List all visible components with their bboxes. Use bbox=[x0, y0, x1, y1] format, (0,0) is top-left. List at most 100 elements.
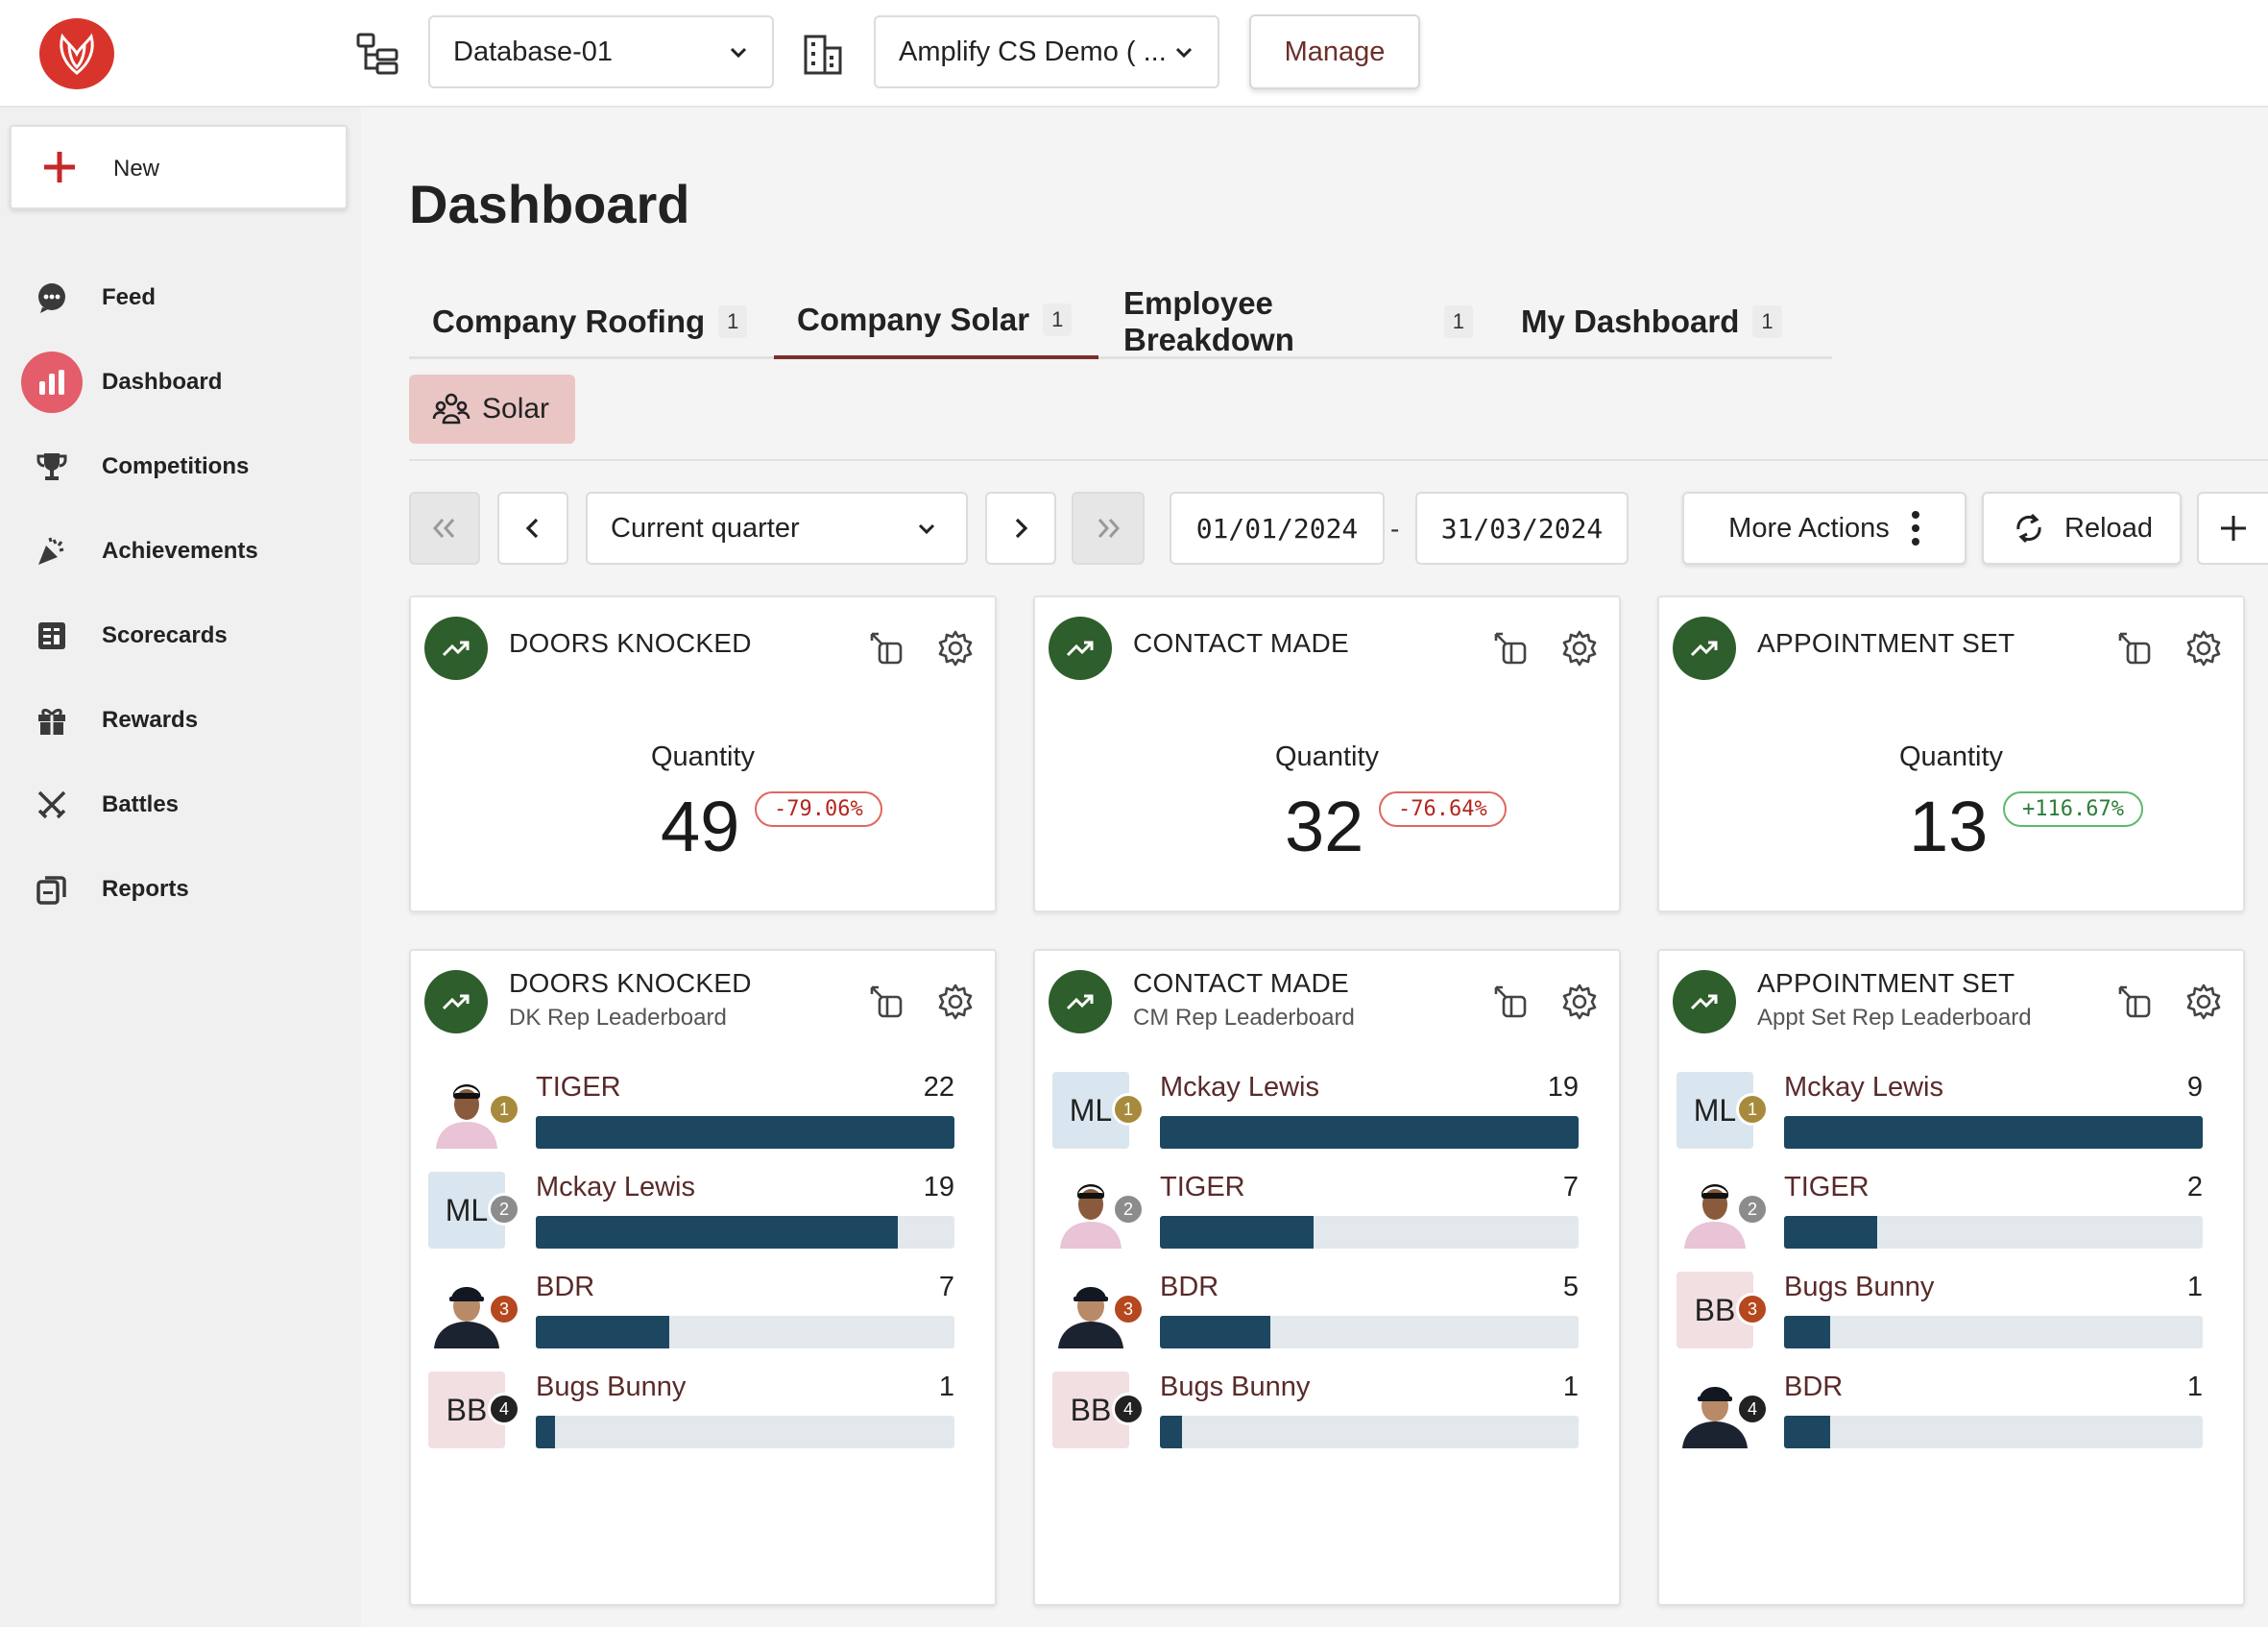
date-range-separator: - bbox=[1390, 514, 1400, 544]
reload-label: Reload bbox=[2064, 512, 2153, 544]
leaderboard-row[interactable]: ML 2 Mckay Lewis 19 bbox=[428, 1168, 976, 1254]
leaderboard-card-contact-made[interactable]: CONTACT MADE CM Rep Leaderboard ML 1 Mckay… bbox=[1033, 949, 1621, 1606]
hierarchy-icon[interactable] bbox=[354, 31, 400, 77]
drilldown-icon[interactable] bbox=[1490, 982, 1531, 1022]
rank-badge: 3 bbox=[488, 1293, 520, 1325]
sidebar-item-reports[interactable]: Reports bbox=[21, 859, 348, 920]
leaderboard-card-doors-knocked[interactable]: DOORS KNOCKED DK Rep Leaderboard 1 TIGER 2… bbox=[409, 949, 997, 1606]
leaderboard-row[interactable]: BB 3 Bugs Bunny 1 bbox=[1677, 1268, 2224, 1354]
leaderboard-row[interactable]: 3 BDR 7 bbox=[428, 1268, 976, 1354]
chevron-left-icon bbox=[525, 518, 539, 539]
drilldown-icon[interactable] bbox=[1490, 628, 1531, 668]
leaderboard-row[interactable]: 1 TIGER 22 bbox=[428, 1068, 976, 1154]
rank-badge: 4 bbox=[1736, 1393, 1769, 1425]
rank-badge: 1 bbox=[1736, 1093, 1769, 1126]
leaderboard-row[interactable]: ML 1 Mckay Lewis 19 bbox=[1052, 1068, 1600, 1154]
period-select[interactable]: Current quarter bbox=[586, 492, 968, 565]
sidebar-item-rewards[interactable]: Rewards bbox=[21, 690, 348, 751]
leaderboard-row[interactable]: 4 BDR 1 bbox=[1677, 1368, 2224, 1454]
gear-icon[interactable] bbox=[1559, 628, 1600, 668]
score-bar-track bbox=[1160, 1216, 1579, 1249]
rep-name: Bugs Bunny bbox=[536, 1372, 687, 1402]
tab-company-roofing[interactable]: Company Roofing 1 bbox=[409, 284, 772, 359]
drilldown-icon[interactable] bbox=[866, 982, 906, 1022]
leaderboard-row[interactable]: 2 TIGER 2 bbox=[1677, 1168, 2224, 1254]
sidebar-item-label: Battles bbox=[102, 791, 180, 817]
sidebar-item-label: Competitions bbox=[102, 453, 250, 479]
more-actions-button[interactable]: More Actions bbox=[1682, 492, 1966, 565]
sidebar-item-scorecards[interactable]: Scorecards bbox=[21, 605, 348, 667]
leaderboard-row[interactable]: 3 BDR 5 bbox=[1052, 1268, 1600, 1354]
leaderboard-row[interactable]: 2 TIGER 7 bbox=[1052, 1168, 1600, 1254]
rep-name: TIGER bbox=[536, 1072, 621, 1103]
sidebar-item-dashboard[interactable]: Dashboard bbox=[21, 352, 348, 413]
drilldown-icon[interactable] bbox=[2114, 628, 2155, 668]
last-period-button[interactable] bbox=[1072, 492, 1145, 565]
gift-icon bbox=[21, 690, 83, 751]
rank-badge: 1 bbox=[488, 1093, 520, 1126]
manage-button[interactable]: Manage bbox=[1249, 14, 1420, 89]
rank-badge: 4 bbox=[488, 1393, 520, 1425]
rep-name: Bugs Bunny bbox=[1160, 1372, 1311, 1402]
leaderboard-row[interactable]: BB 4 Bugs Bunny 1 bbox=[428, 1368, 976, 1454]
trending-up-icon bbox=[424, 617, 488, 680]
database-select[interactable]: Database-01 bbox=[428, 15, 774, 88]
more-actions-label: More Actions bbox=[1728, 512, 1890, 544]
card-subtitle: Appt Set Rep Leaderboard bbox=[1757, 1005, 2032, 1031]
sidebar-item-achievements[interactable]: Achievements bbox=[21, 521, 348, 582]
leaderboard-row[interactable]: ML 1 Mckay Lewis 9 bbox=[1677, 1068, 2224, 1154]
metric-card-contact-made[interactable]: CONTACT MADE Quantity 32 -76.64% bbox=[1033, 595, 1621, 912]
gear-icon[interactable] bbox=[935, 628, 976, 668]
building-icon[interactable] bbox=[802, 31, 844, 77]
metric-card-doors-knocked[interactable]: DOORS KNOCKED Quantity 49 -79.06% bbox=[409, 595, 997, 912]
sidebar-item-competitions[interactable]: Competitions bbox=[21, 436, 348, 498]
chevron-down-icon bbox=[918, 523, 935, 535]
rank-badge: 1 bbox=[1112, 1093, 1145, 1126]
metric-card-appointment-set[interactable]: APPOINTMENT SET Quantity 13 +116.67% bbox=[1657, 595, 2245, 912]
score-bar-track bbox=[1160, 1416, 1579, 1448]
next-period-button[interactable] bbox=[985, 492, 1056, 565]
end-date-input[interactable]: 31/03/2024 bbox=[1415, 492, 1629, 565]
tab-company-solar[interactable]: Company Solar 1 bbox=[774, 284, 1098, 359]
leaderboard-row[interactable]: BB 4 Bugs Bunny 1 bbox=[1052, 1368, 1600, 1454]
sidebar-item-label: Dashboard bbox=[102, 369, 223, 395]
first-period-button[interactable] bbox=[409, 492, 480, 565]
previous-period-button[interactable] bbox=[497, 492, 568, 565]
reload-button[interactable]: Reload bbox=[1982, 492, 2182, 565]
tab-employee-breakdown[interactable]: Employee Breakdown 1 bbox=[1100, 284, 1496, 359]
sidebar-item-battles[interactable]: Battles bbox=[21, 774, 348, 836]
score-bar-track bbox=[1160, 1316, 1579, 1348]
rep-name: BDR bbox=[536, 1272, 595, 1302]
new-button[interactable]: New bbox=[10, 125, 348, 209]
score-bar-track bbox=[536, 1316, 954, 1348]
tab-my-dashboard[interactable]: My Dashboard 1 bbox=[1498, 284, 1824, 359]
add-widget-button[interactable] bbox=[2197, 492, 2268, 565]
leaderboard-card-appointment-set[interactable]: APPOINTMENT SET Appt Set Rep Leaderboard… bbox=[1657, 949, 2245, 1606]
company-select-value: Amplify CS Demo ( ... bbox=[899, 36, 1167, 67]
score-bar-fill bbox=[536, 1416, 555, 1448]
start-date-input[interactable]: 01/01/2024 bbox=[1170, 492, 1385, 565]
bar-chart-icon bbox=[21, 352, 83, 413]
gear-icon[interactable] bbox=[1559, 982, 1600, 1022]
rep-score: 9 bbox=[2186, 1072, 2203, 1103]
score-bar-fill bbox=[1784, 1116, 2203, 1149]
sidebar-item-label: Rewards bbox=[102, 707, 199, 733]
rep-score: 22 bbox=[923, 1072, 954, 1103]
company-select[interactable]: Amplify CS Demo ( ... bbox=[874, 15, 1219, 88]
sidebar-item-feed[interactable]: Feed bbox=[21, 267, 348, 328]
score-bar-track bbox=[536, 1216, 954, 1249]
gear-icon[interactable] bbox=[2184, 982, 2224, 1022]
gear-icon[interactable] bbox=[935, 982, 976, 1022]
sidebar-item-label: Scorecards bbox=[102, 622, 228, 648]
team-icon bbox=[432, 393, 470, 425]
tab-label: Employee Breakdown bbox=[1123, 285, 1294, 357]
gear-icon[interactable] bbox=[2184, 628, 2224, 668]
drilldown-icon[interactable] bbox=[2114, 982, 2155, 1022]
rep-score: 1 bbox=[2186, 1272, 2203, 1302]
score-bar-track bbox=[1784, 1216, 2203, 1249]
rank-badge: 4 bbox=[1112, 1393, 1145, 1425]
group-chip-solar[interactable]: Solar bbox=[409, 375, 575, 444]
drilldown-icon[interactable] bbox=[866, 628, 906, 668]
tab-count-badge: 1 bbox=[718, 305, 748, 338]
app-logo[interactable] bbox=[39, 18, 114, 89]
